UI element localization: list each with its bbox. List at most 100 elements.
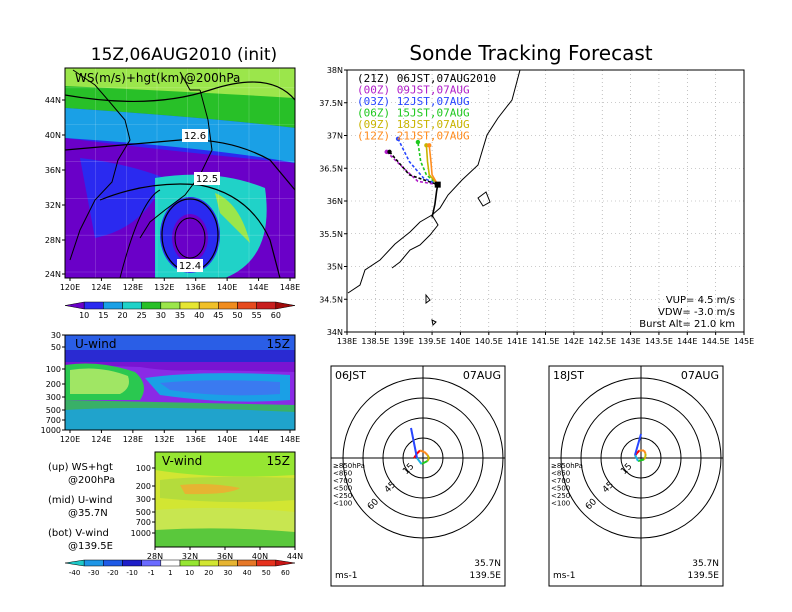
tick-label: 36.5N <box>319 164 343 173</box>
tick-label: 34N <box>327 328 343 337</box>
colorbar-swatch <box>256 301 277 310</box>
tick-label: 32N <box>182 552 198 561</box>
colorbar-swatch <box>64 301 85 310</box>
colorbar-label: 10 <box>185 569 194 577</box>
contour-line <box>174 217 206 259</box>
colorbar-label: 10 <box>79 311 89 320</box>
colorbar-swatch <box>179 301 200 310</box>
colorbar-swatch <box>160 559 181 567</box>
colorbar-swatch <box>198 301 219 310</box>
hodo-segment <box>416 449 421 455</box>
colorbar: -40 -30 -20 -10 -1 1 10 20 30 40 50 60 <box>64 559 296 577</box>
track-endpoint <box>427 143 432 148</box>
tick-label: 500 <box>46 406 61 415</box>
tick-label: 100 <box>46 365 61 374</box>
tick-label: 36N <box>45 166 61 175</box>
field-band <box>65 68 295 98</box>
panel-title: U-wind <box>75 337 116 351</box>
field-band <box>215 193 250 243</box>
field-band <box>80 158 165 238</box>
legend-entry: (12Z) 21JST,07AUG <box>357 130 470 143</box>
tick-label: 144E <box>248 283 268 292</box>
tick-label: 40N <box>45 131 61 140</box>
tick-label: 145E <box>734 337 754 346</box>
hodo-unit: ms-1 <box>553 571 575 581</box>
island-outline <box>431 319 437 327</box>
legend-entry: <250 <box>551 492 570 500</box>
tick-label: 144.5E <box>702 337 730 346</box>
track-map-panel: (21Z) 06JST,07AUG2010(00Z) 09JST,07AUG(0… <box>319 66 754 346</box>
track-line <box>431 184 439 218</box>
colorbar-swatch <box>218 301 238 310</box>
tracks <box>384 136 441 218</box>
colorbar-label: 40 <box>243 569 252 577</box>
tick-label: 141E <box>507 337 527 346</box>
tick-label: 1000 <box>131 529 151 538</box>
colorbar-label: -1 <box>148 569 155 577</box>
v-wind-panel: V-wind 15Z 28N 32N 36N 40N 44N 100 200 300 50070… <box>64 451 303 577</box>
v-wind-band <box>155 528 295 547</box>
hodo-date: 07AUG <box>681 369 719 382</box>
colorbar-label: 30 <box>223 569 232 577</box>
track-line <box>428 145 439 186</box>
legend-entry: <700 <box>333 477 352 485</box>
legend-entry: (09Z) 18JST,07AUG <box>357 118 470 131</box>
colorbar-swatch <box>256 559 277 567</box>
legend-entry: (21Z) 06JST,07AUG2010 <box>357 72 496 85</box>
colorbar-swatch <box>141 559 162 567</box>
colorbar-swatch <box>218 559 238 567</box>
left-title: 15Z,06AUG2010 (init) <box>91 45 277 65</box>
tick-label: 144E <box>677 337 697 346</box>
legend-entry: (03Z) 12JST,07AUG <box>357 95 470 108</box>
hodo-segment <box>426 454 430 459</box>
colorbar-label: 40 <box>194 311 204 320</box>
tick-label: 100 <box>136 464 151 473</box>
tick-label: 140.5E <box>475 337 503 346</box>
colorbar-swatch <box>64 559 85 567</box>
hodo-segment <box>635 449 641 455</box>
tick-label: 138.5E <box>361 337 389 346</box>
contour-label-box <box>177 259 203 272</box>
tick-label: 142.5E <box>588 337 616 346</box>
tick-label: 28N <box>45 236 61 245</box>
legend-entry: ≥850hPa <box>333 462 365 470</box>
panel-frame <box>64 334 296 431</box>
legend-entry: <500 <box>551 485 570 493</box>
tick-label: 32N <box>45 201 61 210</box>
tick-label: 38N <box>327 66 343 75</box>
legend-entry: ≥850hPa <box>551 462 583 470</box>
tick-label: 35.5N <box>319 230 343 239</box>
colorbar-swatch <box>160 301 181 310</box>
coastline <box>69 69 131 261</box>
colorbar-swatch <box>275 559 296 567</box>
colorbar-swatch <box>198 559 219 567</box>
hodo-date: 07AUG <box>463 369 501 382</box>
hodo-segment <box>426 457 430 462</box>
legend-entry: <700 <box>551 477 570 485</box>
tick-label: 24N <box>45 270 61 279</box>
colorbar-label: 50 <box>262 569 271 577</box>
tick-label: 132E <box>154 283 174 292</box>
legend-entry: <850 <box>333 470 352 478</box>
ws-hgt-panel: 12.6 12.5 12.4 WS(m/s)+hgt(km)@200hPa 12… <box>45 67 300 320</box>
hodo-lat: 35.7N <box>474 559 501 569</box>
track-endpoint <box>395 136 401 141</box>
track-line <box>425 145 439 186</box>
annotation-vup: VUP= 4.5 m/s <box>666 295 735 306</box>
tick-label: 141.5E <box>532 337 560 346</box>
panel-time: 15Z <box>267 454 291 468</box>
legend-entry: <100 <box>333 500 352 508</box>
tick-label: 144E <box>248 435 268 444</box>
legend-entry: (00Z) 09JST,07AUG <box>357 84 470 97</box>
colorbar-swatch <box>122 301 142 310</box>
v-wind-band <box>180 484 240 495</box>
tick-label: 140E <box>217 435 237 444</box>
note-sub: @139.5E <box>68 541 113 552</box>
tick-label: 140E <box>450 337 470 346</box>
tick-label: 700 <box>136 518 151 527</box>
tick-label: 132E <box>154 435 174 444</box>
hodo-segment <box>643 450 647 454</box>
colorbar-label: -30 <box>88 569 99 577</box>
